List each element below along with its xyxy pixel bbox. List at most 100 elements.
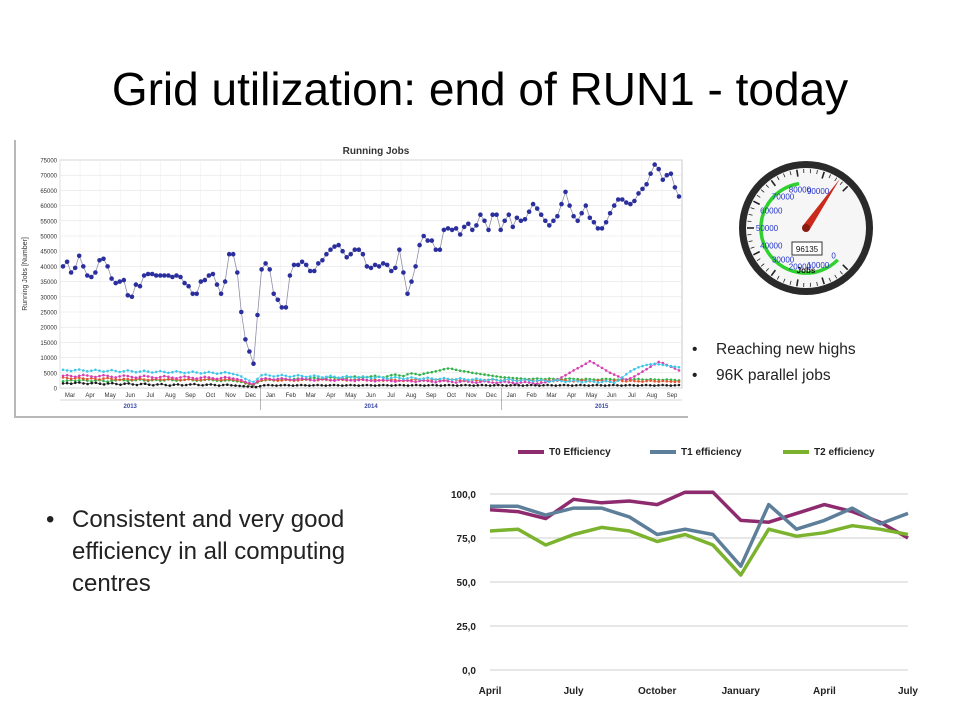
data-point (575, 219, 580, 224)
data-point (423, 384, 426, 387)
x-month-label: Sep (426, 393, 437, 399)
data-point (475, 382, 478, 385)
data-point (374, 384, 377, 387)
data-point (163, 371, 166, 374)
x-month-label: Sep (667, 393, 678, 399)
data-point (555, 214, 560, 219)
data-point (297, 378, 300, 381)
y-tick-label: 30000 (40, 295, 57, 301)
data-point (516, 382, 519, 385)
data-point (413, 264, 418, 269)
data-point (70, 375, 73, 378)
data-point (520, 379, 523, 382)
y-tick-label: 50000 (40, 235, 57, 241)
data-point (78, 381, 81, 384)
data-point (629, 370, 632, 373)
data-point (620, 384, 623, 387)
data-point (653, 362, 656, 365)
data-point (662, 380, 665, 383)
data-point (426, 372, 429, 375)
data-point (208, 376, 211, 379)
data-point (487, 379, 490, 382)
gauge-hub (802, 224, 810, 232)
data-point (151, 371, 154, 374)
data-point (216, 378, 219, 381)
data-point (435, 378, 438, 381)
data-point (503, 379, 506, 382)
data-point (589, 360, 592, 363)
data-point (398, 374, 401, 377)
data-point (232, 373, 235, 376)
data-point (348, 252, 353, 257)
data-point (583, 384, 586, 387)
data-point (175, 377, 178, 380)
data-point (446, 226, 451, 231)
data-point (386, 384, 389, 387)
data-point (247, 385, 250, 388)
data-point (665, 173, 670, 178)
data-point (468, 384, 471, 387)
data-point (354, 380, 357, 383)
data-point (263, 384, 266, 387)
data-point (471, 372, 474, 375)
data-point (560, 380, 563, 383)
data-point (201, 384, 204, 387)
data-point (451, 368, 454, 371)
data-point (559, 202, 564, 207)
data-point (260, 374, 263, 377)
bullet-parallel-jobs: 96K parallel jobs (692, 363, 856, 389)
data-point (440, 384, 443, 387)
x-month-label: Jul (387, 393, 395, 399)
data-point (366, 379, 369, 382)
data-point (620, 197, 625, 202)
data-point (377, 264, 382, 269)
data-point (628, 384, 631, 387)
data-point (419, 384, 422, 387)
data-point (501, 384, 504, 387)
data-point (300, 260, 305, 265)
data-point (592, 384, 595, 387)
y-tick-label: 60000 (40, 204, 57, 210)
data-point (325, 384, 328, 387)
data-point (234, 384, 237, 387)
data-point (616, 197, 621, 202)
data-point (657, 384, 660, 387)
data-point (147, 379, 150, 382)
data-point (637, 366, 640, 369)
data-point (194, 292, 199, 297)
data-point (677, 194, 682, 199)
data-point (224, 376, 227, 379)
data-point (584, 203, 589, 208)
data-point (560, 376, 563, 379)
data-point (605, 380, 608, 383)
data-point (131, 376, 134, 379)
data-point (362, 378, 365, 381)
data-point (162, 273, 167, 278)
data-point (97, 258, 102, 263)
data-point (147, 370, 150, 373)
data-point (528, 379, 531, 382)
data-point (394, 373, 397, 376)
data-point (518, 384, 521, 387)
data-point (632, 199, 637, 204)
data-point (90, 369, 93, 372)
large-bullet-list: Consistent and very good efficiency in a… (46, 504, 426, 600)
data-point (617, 379, 620, 382)
data-point (625, 378, 628, 381)
data-point (636, 191, 641, 196)
data-point (508, 381, 511, 384)
data-point (546, 384, 549, 387)
data-point (337, 376, 340, 379)
data-point (312, 384, 315, 387)
data-point (159, 376, 162, 379)
data-point (568, 377, 571, 380)
data-point (587, 384, 590, 387)
data-point (448, 384, 451, 387)
data-point (182, 281, 187, 286)
data-point (406, 373, 409, 376)
data-point (505, 384, 508, 387)
data-point (592, 220, 597, 225)
data-point (662, 364, 665, 367)
data-point (414, 377, 417, 380)
data-point (292, 384, 295, 387)
